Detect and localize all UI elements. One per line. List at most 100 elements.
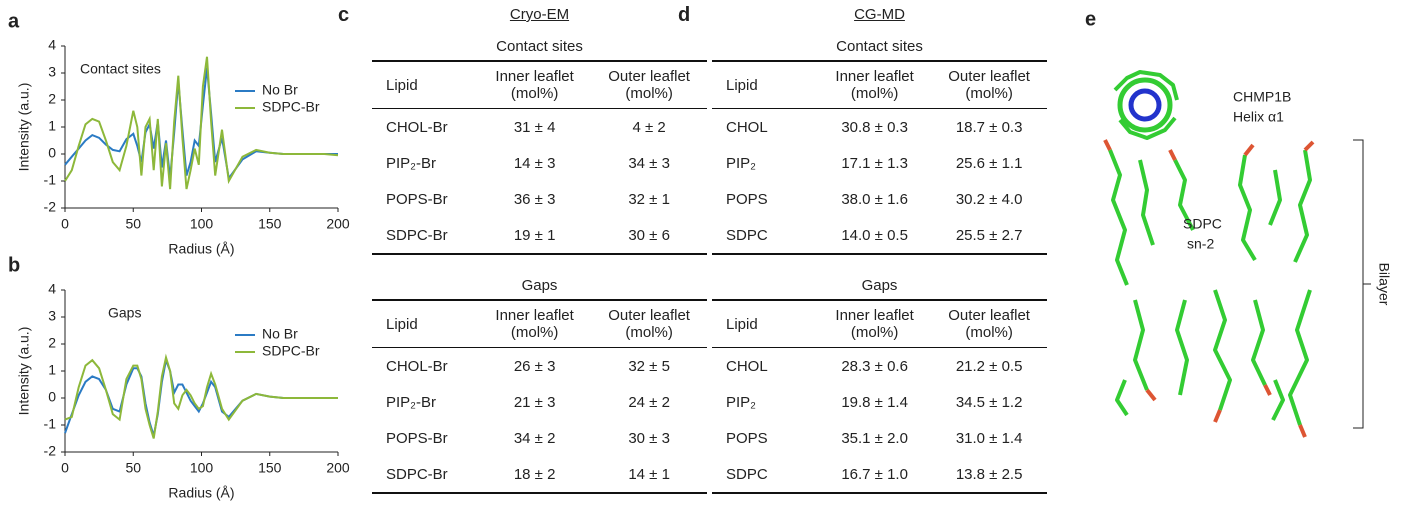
y-axis-label: Intensity (a.u.) [16, 327, 32, 416]
y-tick-label: 3 [48, 64, 56, 80]
table-cell: CHOL [726, 357, 768, 375]
x-tick-label: 100 [190, 460, 214, 476]
panel-label: a [8, 10, 20, 32]
table-cell: 30.8 ± 0.3 [841, 118, 908, 136]
table-cell: 34 ± 3 [628, 154, 670, 172]
table-cell: 19 ± 1 [513, 226, 556, 244]
data-table: Lipid Inner leaflet (mol%) Outer leaflet (… [712, 299, 1047, 494]
x-tick-label: 200 [326, 216, 350, 232]
table-cell: 38.0 ± 1.6 [841, 190, 908, 208]
column-header: Inner leaflet (mol%) [818, 300, 932, 348]
header-row: Lipid Inner leaflet (mol%) Outer leaflet (… [712, 300, 1047, 348]
table-cell: 24 ± 2 [628, 393, 670, 411]
column-header: Outer leaflet (mol%) [591, 61, 707, 109]
table-row: POPS 38.0 ± 1.6 30.2 ± 4.0 [712, 181, 1047, 217]
section-title: Gaps [521, 277, 558, 294]
column-header: Outer leaflet (mol%) [591, 300, 707, 348]
header-row: Lipid Inner leaflet (mol%) Outer leaflet (… [712, 61, 1047, 109]
table-cell: CHOL [726, 118, 768, 136]
data-table: Lipid Inner leaflet (mol%) Outer leaflet (… [712, 60, 1047, 255]
table-cell: 30.2 ± 4.0 [955, 190, 1023, 208]
table-cell: 34 ± 2 [513, 429, 556, 447]
data-table: Lipid Inner leaflet (mol%) Outer leaflet (… [372, 60, 707, 255]
table-row: CHOL 28.3 ± 0.6 21.2 ± 0.5 [712, 348, 1047, 385]
table-cell: PIP₂-Br [386, 393, 436, 411]
table-cell: SDPC [726, 465, 768, 483]
table-cell: SDPC [726, 226, 768, 244]
y-tick-label: 1 [48, 118, 56, 134]
structure-panel: e CHMP1B Helix α1 SDPC sn-2 Bilayer [1085, 8, 1392, 438]
x-tick-label: 100 [190, 216, 214, 232]
section-title: Contact sites [496, 38, 583, 55]
spacer [712, 255, 1047, 267]
table-row: PIP₂-Br 14 ± 3 34 ± 3 [372, 145, 707, 181]
table-cell: POPS-Br [386, 429, 448, 447]
table-cell: 26 ± 3 [513, 357, 556, 375]
data-line [64, 353, 338, 439]
table-cell: 34.5 ± 1.2 [955, 393, 1023, 411]
table-cell: SDPC-Br [386, 226, 448, 244]
table-row: POPS-Br 36 ± 3 32 ± 1 [372, 181, 707, 217]
table-cell: PIP₂ [726, 154, 756, 172]
y-tick-label: -1 [44, 416, 57, 432]
table-panel: c Cryo-EM Contact sites Lipid Inner leaflet … [338, 0, 707, 494]
table-row: POPS 35.1 ± 2.0 31.0 ± 1.4 [712, 420, 1047, 456]
column-header: Lipid [712, 300, 818, 348]
table-cell: 14 ± 3 [513, 154, 556, 172]
table-row: SDPC 14.0 ± 0.5 25.5 ± 2.7 [712, 217, 1047, 254]
lipid-label: SDPC [1183, 216, 1222, 232]
table-row: CHOL-Br 26 ± 3 32 ± 5 [372, 348, 707, 385]
table-cell: CHOL-Br [386, 118, 448, 136]
panel-label: b [8, 254, 20, 276]
header-row: Lipid Inner leaflet (mol%) Outer leaflet (… [372, 61, 707, 109]
y-tick-label: 4 [48, 281, 56, 297]
table-cell: 31 ± 4 [513, 118, 556, 136]
table-cell: 25.6 ± 1.1 [955, 154, 1023, 172]
lipid-label: sn-2 [1187, 236, 1214, 252]
table-cell: 18 ± 2 [513, 465, 556, 483]
table-row: PIP₂ 17.1 ± 1.3 25.6 ± 1.1 [712, 145, 1047, 181]
table-title: CG-MD [854, 6, 905, 23]
annotation: Gaps [108, 305, 141, 321]
y-tick-label: 3 [48, 308, 56, 324]
panel-label: d [678, 4, 691, 26]
bilayer-label: Bilayer [1376, 263, 1392, 306]
spacer [372, 255, 707, 267]
legend-label: No Br [262, 326, 298, 342]
table-row: SDPC-Br 19 ± 1 30 ± 6 [372, 217, 707, 254]
bilayer-bracket [1353, 139, 1364, 429]
column-header: Inner leaflet (mol%) [478, 61, 592, 109]
x-axis-label: Radius (Å) [168, 241, 234, 257]
table-row: PIP₂ 19.8 ± 1.4 34.5 ± 1.2 [712, 384, 1047, 420]
table-cell: 30 ± 3 [628, 429, 670, 447]
table-cell: 36 ± 3 [513, 190, 556, 208]
annotation: Contact sites [80, 61, 161, 77]
column-header: Outer leaflet (mol%) [931, 61, 1047, 109]
data-table: Lipid Inner leaflet (mol%) Outer leaflet (… [372, 299, 707, 494]
table-row: SDPC-Br 18 ± 2 14 ± 1 [372, 456, 707, 493]
table-row: PIP₂-Br 21 ± 3 24 ± 2 [372, 384, 707, 420]
y-axis-label: Intensity (a.u.) [16, 83, 32, 172]
table-cell: 31.0 ± 1.4 [955, 429, 1023, 447]
table-cell: 14 ± 1 [628, 465, 670, 483]
table-row: CHOL 30.8 ± 0.3 18.7 ± 0.3 [712, 109, 1047, 146]
panel-label: c [338, 4, 350, 26]
column-header: Outer leaflet (mol%) [931, 300, 1047, 348]
table-cell: 18.7 ± 0.3 [955, 118, 1023, 136]
table-row: SDPC 16.7 ± 1.0 13.8 ± 2.5 [712, 456, 1047, 493]
table-panel: d CG-MD Contact sites Lipid Inner leaflet (m… [678, 0, 1047, 494]
table-cell: 35.1 ± 2.0 [841, 429, 908, 447]
section-title: Contact sites [836, 38, 923, 55]
table-cell: 13.8 ± 2.5 [955, 465, 1023, 483]
column-header: Inner leaflet (mol%) [818, 61, 932, 109]
table-cell: 25.5 ± 2.7 [955, 226, 1023, 244]
y-tick-label: -1 [44, 172, 57, 188]
legend-label: No Br [262, 82, 298, 98]
y-tick-label: 4 [48, 37, 56, 53]
x-tick-label: 150 [258, 460, 282, 476]
legend-label: SDPC-Br [262, 343, 320, 359]
table-title: Cryo-EM [509, 6, 570, 23]
x-tick-label: 50 [125, 460, 141, 476]
